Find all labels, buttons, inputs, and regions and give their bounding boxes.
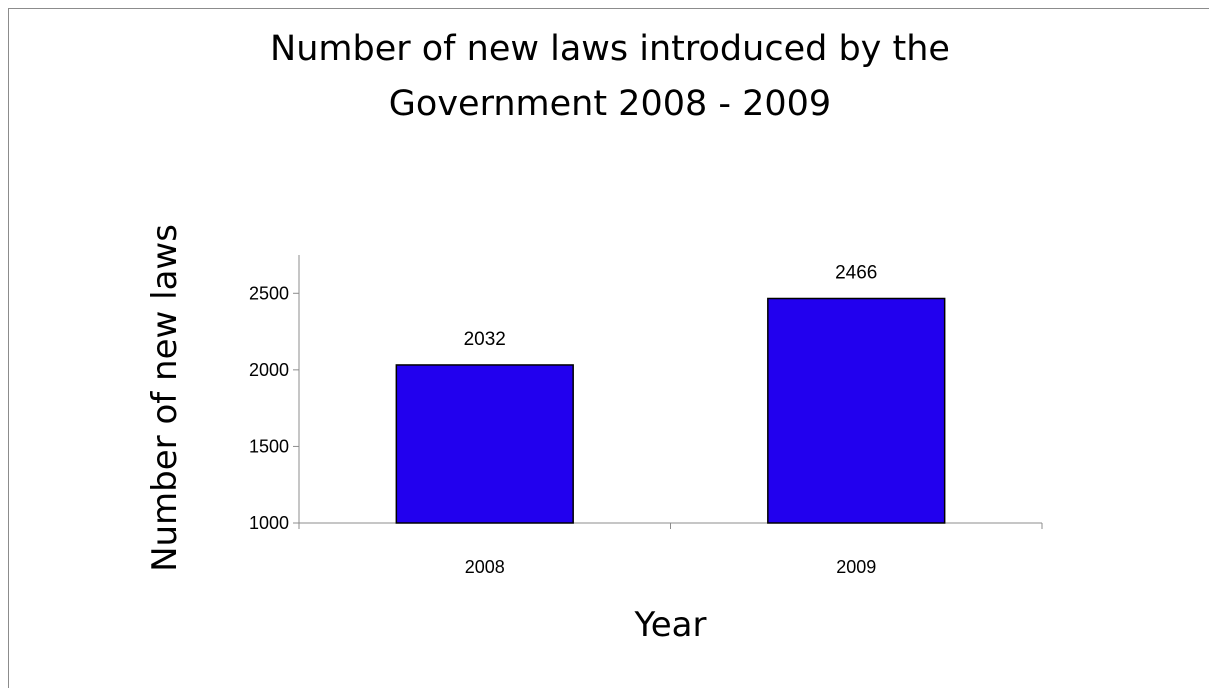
y-tick-label: 1500 bbox=[249, 436, 289, 456]
bar bbox=[395, 364, 574, 524]
x-tick-label: 2009 bbox=[836, 557, 876, 577]
data-label: 2032 bbox=[464, 329, 506, 350]
x-tick-label: 2008 bbox=[465, 557, 505, 577]
chart-title: Number of new laws introduced by the Gov… bbox=[270, 29, 950, 124]
bar bbox=[767, 297, 946, 524]
chart-frame bbox=[8, 8, 1209, 688]
data-label: 2466 bbox=[835, 262, 877, 283]
y-tick-label: 2500 bbox=[249, 283, 289, 303]
chart-labels: 2032 2008 2466 2009 bbox=[464, 262, 878, 577]
x-axis-title: Year bbox=[634, 605, 707, 645]
y-tick-label: 1000 bbox=[249, 513, 289, 533]
chart-bars bbox=[395, 297, 946, 524]
y-axis-title: Number of new laws bbox=[145, 224, 185, 572]
y-tick-label: 2000 bbox=[249, 360, 289, 380]
